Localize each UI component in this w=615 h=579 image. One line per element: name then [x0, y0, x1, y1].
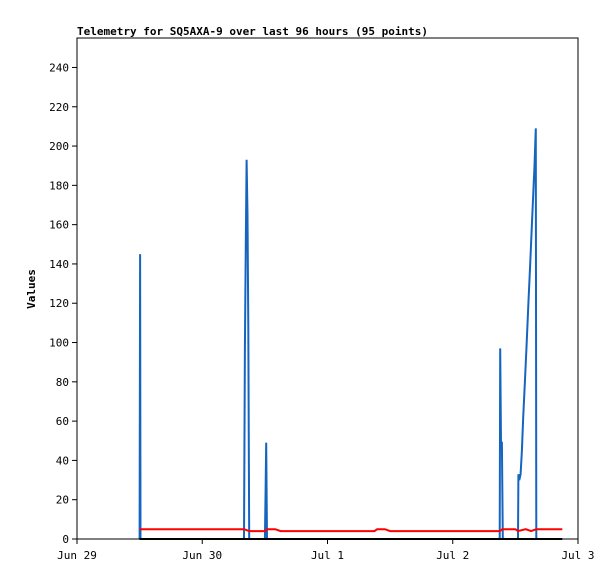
- y-tick-label: 0: [62, 533, 69, 546]
- x-axis: Jun 29 Jun 30 Jul 1 Jul 2 Jul 3: [57, 539, 595, 562]
- plot-frame: [76, 37, 579, 540]
- chart-title: Telemetry for SQ5AXA-9 over last 96 hour…: [77, 25, 428, 38]
- y-tick-label: 80: [56, 376, 69, 389]
- y-tick-label: 120: [49, 297, 69, 310]
- x-tick-label: Jul 2: [436, 549, 469, 562]
- x-tick-label: Jun 30: [182, 549, 222, 562]
- y-axis: 0 20 40 60 80 100 120 140 160 180 200 220 240: [49, 61, 77, 546]
- x-tick-label: Jul 1: [311, 549, 344, 562]
- y-tick-label: 60: [56, 415, 69, 428]
- y-tick-label: 180: [49, 179, 69, 192]
- y-tick-label: 200: [49, 140, 69, 153]
- y-tick-label: 220: [49, 101, 69, 114]
- series-line-2: [139, 528, 563, 533]
- y-tick-label: 20: [56, 494, 69, 507]
- y-tick-label: 240: [49, 61, 69, 74]
- y-axis-title: Values: [25, 269, 38, 309]
- y-tick-label: 100: [49, 337, 69, 350]
- y-tick-label: 40: [56, 454, 69, 467]
- y-tick-label: 140: [49, 258, 69, 271]
- x-tick-label: Jul 3: [561, 549, 594, 562]
- series-line-1: [138, 128, 538, 540]
- y-tick-label: 160: [49, 219, 69, 232]
- x-tick-label: Jun 29: [57, 549, 97, 562]
